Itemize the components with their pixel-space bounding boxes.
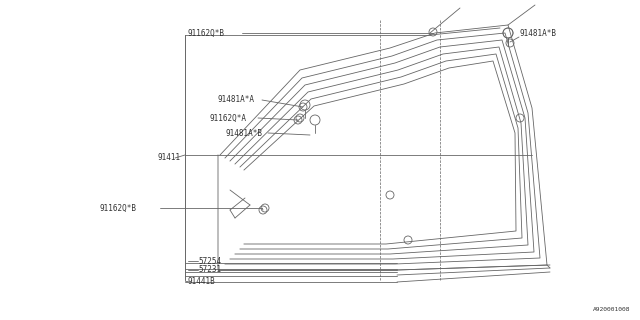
Text: 57231: 57231	[198, 266, 221, 275]
Text: 91481A*B: 91481A*B	[520, 28, 557, 37]
Text: 91481A*A: 91481A*A	[218, 95, 255, 105]
Text: 91481A*B: 91481A*B	[225, 129, 262, 138]
Text: 91411: 91411	[157, 154, 180, 163]
Text: 91441B: 91441B	[188, 276, 216, 285]
Text: 91162Q*B: 91162Q*B	[188, 28, 225, 37]
Text: 57254: 57254	[198, 257, 221, 266]
Text: A920001008: A920001008	[593, 307, 630, 312]
Text: 91162Q*B: 91162Q*B	[100, 204, 137, 212]
Text: 91162Q*A: 91162Q*A	[210, 114, 247, 123]
